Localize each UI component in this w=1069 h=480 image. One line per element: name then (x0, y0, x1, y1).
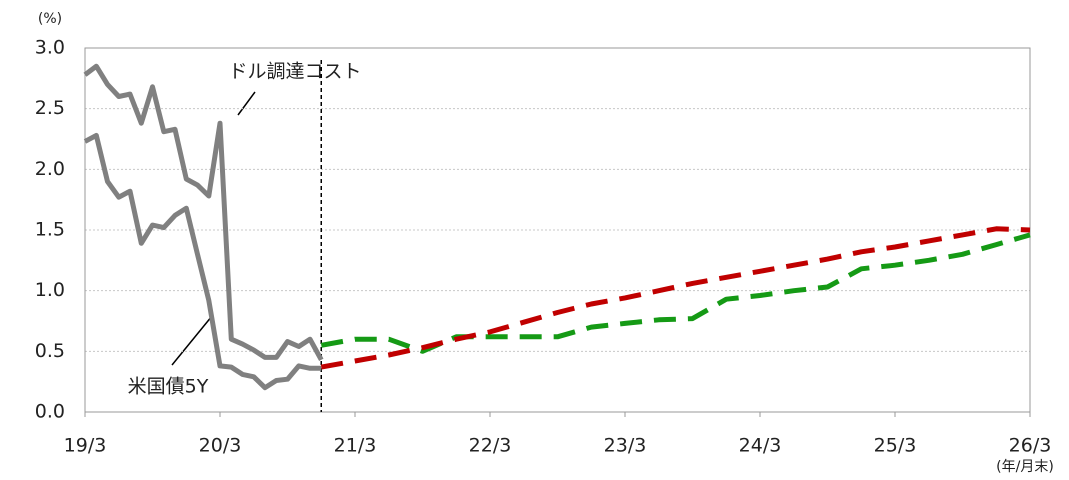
y-tick-label: 2.0 (35, 158, 65, 180)
leader-line (171, 315, 213, 366)
line-series (83, 63, 324, 362)
y-tick-label: 2.5 (35, 97, 65, 119)
x-unit: (年/月末) (996, 459, 1054, 475)
x-tick-label: 22/3 (469, 435, 512, 457)
y-unit: (%) (38, 11, 62, 27)
leader-line (237, 91, 256, 116)
line-series (320, 232, 1031, 354)
line-series (320, 226, 1031, 370)
x-tick-label: 19/3 (64, 435, 107, 457)
x-tick-label: 23/3 (604, 435, 647, 457)
x-tick-label: 20/3 (199, 435, 242, 457)
line-series (83, 132, 322, 391)
y-tick-label: 1.5 (35, 219, 65, 241)
x-tick-label: 25/3 (874, 435, 917, 457)
y-tick-label: 3.0 (35, 37, 65, 59)
x-tick-label: 26/3 (1009, 435, 1052, 457)
annotation: ドル調達コスト (228, 61, 361, 83)
y-tick-label: 0.5 (35, 340, 65, 362)
annotation: 米国債5Y (128, 376, 209, 398)
y-tick-label: 0.0 (35, 401, 65, 423)
y-tick-label: 1.0 (35, 279, 65, 301)
x-tick-label: 21/3 (334, 435, 377, 457)
x-tick-label: 24/3 (739, 435, 782, 457)
